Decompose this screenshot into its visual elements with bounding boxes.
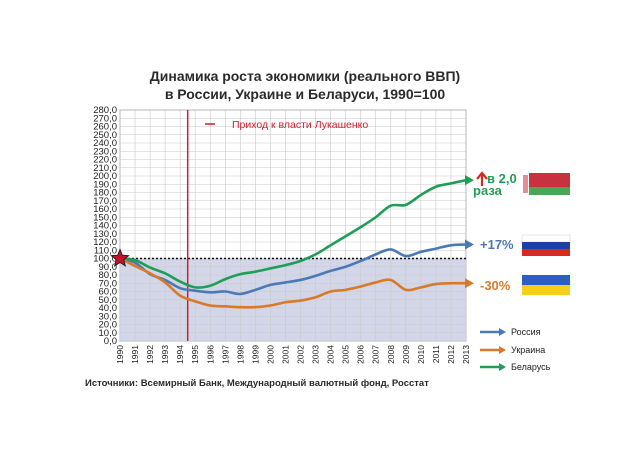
- belarus-end-label-2: раза: [473, 183, 503, 198]
- legend-label-belarus: Беларусь: [511, 362, 551, 372]
- y-tick-label: 150,0: [93, 212, 117, 223]
- x-tick-label: 2004: [326, 345, 336, 364]
- y-tick-label: 0,0: [104, 336, 117, 347]
- x-tick-label: 2000: [265, 345, 275, 364]
- x-axis-tick-labels: 1990 1991 1992 1993 1994 1995 1996 1997 1998 1999…: [115, 345, 471, 364]
- x-tick-label: 1995: [190, 345, 200, 364]
- y-axis-tick-labels: 0,010,020,030,040,050,060,070,080,090,01…: [93, 105, 117, 347]
- y-tick-label: 240,0: [93, 138, 117, 149]
- x-tick-label: 2007: [371, 345, 381, 364]
- y-tick-label: 210,0: [93, 163, 117, 174]
- x-tick-label: 2010: [416, 345, 426, 364]
- series-arrow-1: [465, 278, 474, 289]
- series-arrow-0: [465, 239, 474, 250]
- legend-item-ukraine: Украина: [480, 345, 545, 355]
- x-tick-label: 1996: [205, 345, 215, 364]
- start-star-icon: [110, 248, 130, 267]
- legend-item-belarus: Беларусь: [480, 362, 551, 372]
- y-tick-label: 140,0: [93, 221, 117, 232]
- series-line-1: [119, 257, 467, 309]
- x-tick-label: 2005: [341, 345, 351, 364]
- y-tick-label: 60,0: [99, 287, 118, 298]
- source-note: Источники: Всемирный Банк, Международный…: [85, 378, 429, 389]
- x-tick-label: 1994: [175, 345, 185, 364]
- y-tick-label: 190,0: [93, 179, 117, 190]
- ukraine-end-label: -30%: [480, 278, 511, 293]
- russia-end-label: +17%: [480, 237, 514, 252]
- x-tick-label: 2006: [356, 345, 366, 364]
- y-tick-label: 260,0: [93, 122, 117, 133]
- x-tick-label: 2002: [296, 345, 306, 364]
- series-line-0: [119, 243, 467, 296]
- series-arrow-2: [465, 175, 474, 186]
- y-tick-label: 110,0: [94, 245, 117, 256]
- series-lines: [119, 175, 474, 309]
- grid-lines: [119, 109, 467, 342]
- legend-item-russia: Россия: [480, 327, 541, 337]
- y-tick-label: 120,0: [93, 237, 117, 248]
- x-tick-label: 1997: [220, 345, 230, 364]
- up-arrow-icon: [476, 171, 488, 186]
- x-tick-label: 1993: [160, 345, 170, 364]
- y-tick-label: 230,0: [93, 146, 117, 157]
- x-tick-label: 1991: [130, 345, 140, 364]
- y-tick-label: 160,0: [93, 204, 117, 215]
- y-tick-label: 50,0: [99, 295, 118, 306]
- y-tick-label: 250,0: [93, 130, 117, 141]
- series-line-2: [119, 178, 467, 289]
- event-label: Приход к власти Лукашенко: [232, 119, 368, 131]
- x-tick-label: 1992: [145, 345, 155, 364]
- end-labels: в 2,0 раза +17% -30%: [473, 171, 517, 293]
- y-tick-label: 80,0: [99, 270, 118, 281]
- y-tick-label: 70,0: [99, 278, 118, 289]
- legend-label-russia: Россия: [511, 327, 541, 337]
- y-tick-label: 40,0: [99, 303, 118, 314]
- x-tick-label: 2012: [446, 345, 456, 364]
- y-tick-label: 180,0: [93, 188, 117, 199]
- x-tick-label: 2011: [431, 345, 441, 364]
- y-tick-label: 100,0: [93, 254, 117, 265]
- y-tick-label: 200,0: [93, 171, 117, 182]
- y-tick-label: 20,0: [99, 320, 118, 331]
- y-tick-label: 90,0: [99, 262, 118, 273]
- x-tick-label: 1999: [250, 345, 260, 364]
- ukraine-flag: [522, 275, 570, 295]
- y-tick-label: 270,0: [93, 113, 117, 124]
- x-tick-label: 2003: [311, 345, 321, 364]
- x-tick-label: 1990: [115, 345, 125, 364]
- y-tick-label: 130,0: [93, 229, 117, 240]
- chart-title-line-2: в России, Украине и Беларуси, 1990=100: [165, 86, 446, 102]
- y-tick-label: 10,0: [99, 328, 118, 339]
- x-tick-label: 2013: [461, 345, 471, 364]
- legend: Россия Украина Беларусь: [480, 327, 551, 372]
- x-tick-label: 2008: [386, 345, 396, 364]
- x-tick-label: 1998: [235, 345, 245, 364]
- y-tick-label: 170,0: [93, 196, 117, 207]
- belarus-flag: [522, 173, 570, 195]
- legend-label-ukraine: Украина: [511, 345, 545, 355]
- x-tick-label: 2009: [401, 345, 411, 364]
- y-tick-label: 30,0: [99, 311, 118, 322]
- y-tick-label: 220,0: [93, 155, 117, 166]
- russia-flag: [521, 234, 571, 256]
- y-tick-label: 280,0: [93, 105, 117, 116]
- belarus-end-label-1: в 2,0: [487, 171, 517, 186]
- chart-title-line-1: Динамика роста экономики (реального ВВП): [150, 68, 460, 84]
- x-tick-label: 2001: [280, 345, 290, 364]
